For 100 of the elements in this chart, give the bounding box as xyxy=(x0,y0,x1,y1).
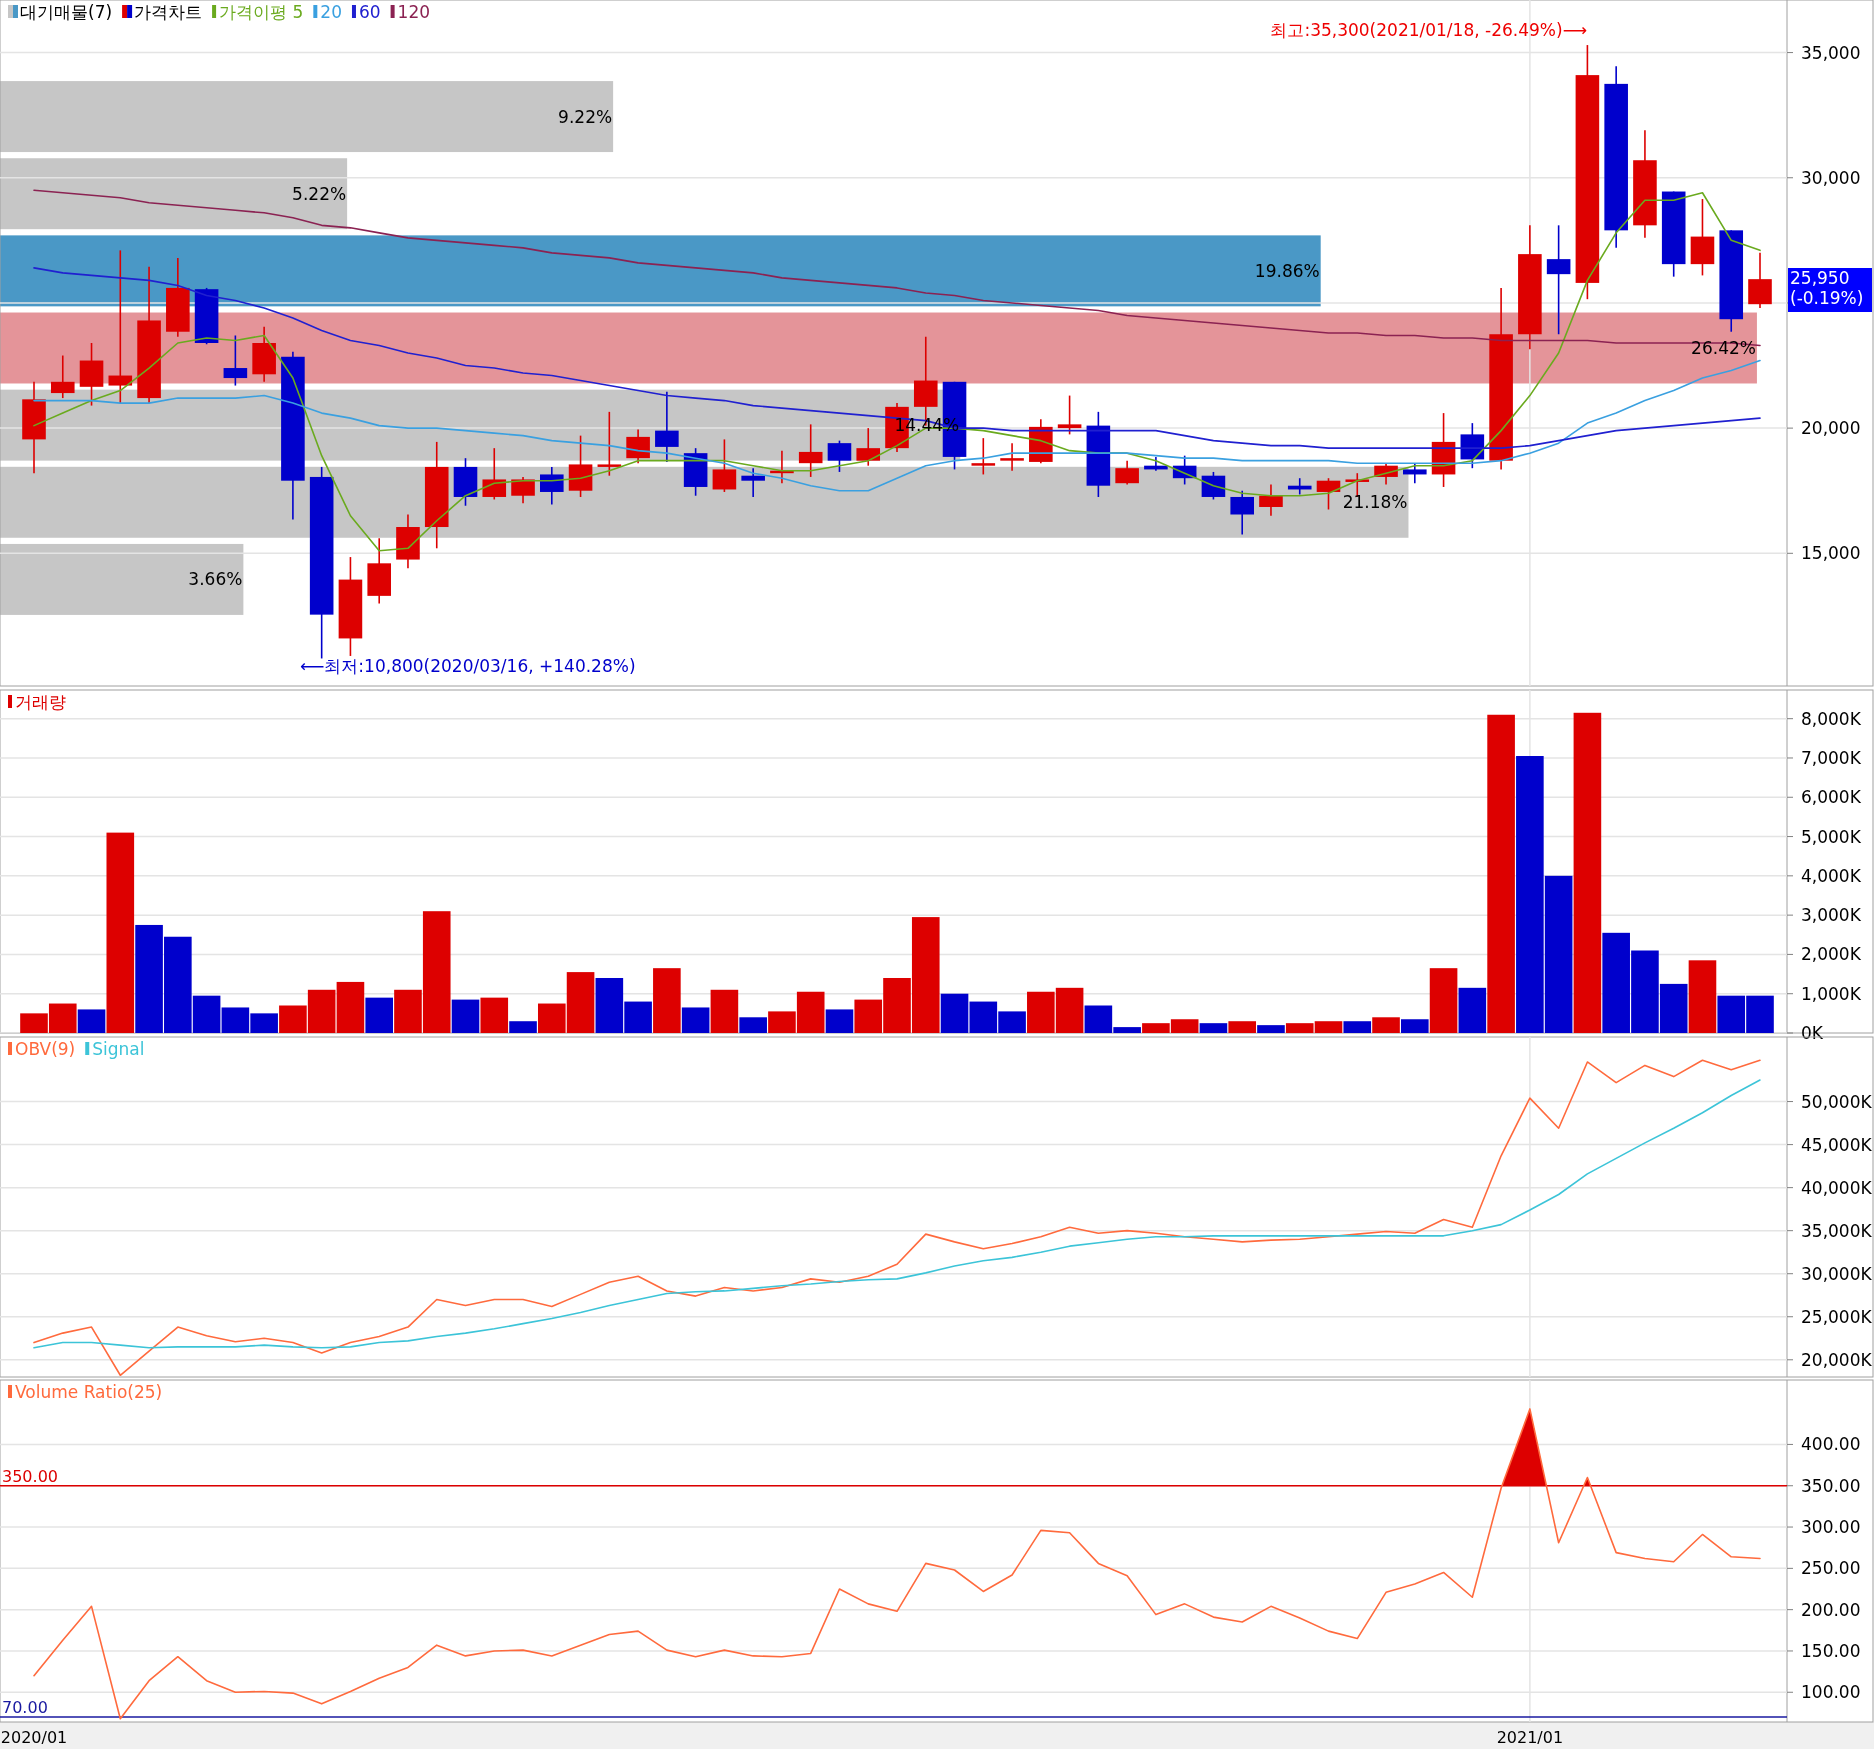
candlestick xyxy=(1230,489,1254,536)
y-tick-label: 150.00 xyxy=(1801,1640,1861,1661)
bar xyxy=(0,158,348,230)
candlestick xyxy=(108,249,133,404)
legend-label: OBV(9) xyxy=(15,1039,76,1059)
y-tick-label: 6,000K xyxy=(1801,787,1862,808)
y-tick-label: 15,000 xyxy=(1801,543,1861,564)
line-series xyxy=(33,1079,1761,1349)
bar xyxy=(106,832,135,1033)
legend-label: 대기매물(7) xyxy=(20,2,113,22)
y-tick-label: 30,000 xyxy=(1801,167,1861,188)
candlestick xyxy=(1000,442,1024,472)
legend-label: 거래량 xyxy=(15,692,66,712)
candlestick xyxy=(798,423,823,478)
bar xyxy=(653,968,681,1033)
legend-label: 가격이평 5 xyxy=(219,2,304,22)
data-label: 9.22% xyxy=(558,106,613,127)
candlestick xyxy=(482,447,507,501)
data-label: 14.44% xyxy=(894,415,960,436)
data-label: 3.66% xyxy=(188,569,243,590)
legend-label: Signal xyxy=(92,1039,145,1059)
legend-label: 가격차트 xyxy=(134,2,203,22)
candlestick xyxy=(827,439,852,473)
y-tick-label: 400.00 xyxy=(1801,1434,1861,1455)
bar xyxy=(0,81,614,153)
y-tick-label: 100.00 xyxy=(1801,1682,1861,1703)
bar xyxy=(739,1017,767,1033)
legend-label: 20 xyxy=(320,2,342,22)
ref-line-label: 70.00 xyxy=(2,1698,48,1718)
y-tick-label: 50,000K xyxy=(1801,1091,1873,1112)
bar xyxy=(1372,1017,1400,1033)
bar xyxy=(365,997,394,1033)
y-tick-label: 3,000K xyxy=(1801,905,1862,926)
bar xyxy=(1458,987,1487,1033)
candlestick xyxy=(741,467,765,498)
bar xyxy=(1228,1021,1257,1033)
y-tick-label: 30,000K xyxy=(1801,1263,1873,1284)
line-series xyxy=(33,359,1761,492)
y-tick-label: 20,000 xyxy=(1801,418,1861,439)
text: 25,950 (-0.19%) xyxy=(1790,268,1864,308)
bar xyxy=(1343,1021,1372,1033)
bar xyxy=(1400,1019,1429,1033)
ref-line-label: 350.00 xyxy=(2,1466,58,1486)
bar xyxy=(710,989,739,1033)
line-series xyxy=(33,1059,1761,1377)
candlestick xyxy=(223,334,248,387)
candlestick xyxy=(856,427,881,467)
bar xyxy=(480,997,509,1033)
y-tick-label: 35,000 xyxy=(1801,42,1861,63)
candlestick xyxy=(511,476,535,505)
legend-label: 60 xyxy=(358,2,381,22)
candlestick xyxy=(1403,462,1427,484)
bar xyxy=(1688,960,1717,1033)
bar xyxy=(336,981,365,1033)
bar xyxy=(1573,712,1602,1033)
y-tick-label: 2,000K xyxy=(1801,944,1862,965)
y-tick-label: 250.00 xyxy=(1801,1558,1861,1579)
annotation: 최고:35,300(2021/01/18, -26.49%)⟶ xyxy=(1270,20,1587,40)
y-tick-label: 20,000K xyxy=(1801,1349,1873,1370)
candlestick xyxy=(1057,394,1082,436)
y-tick-label: 200.00 xyxy=(1801,1599,1861,1620)
y-tick-label: 4,000K xyxy=(1801,865,1862,886)
y-tick-label: 300.00 xyxy=(1801,1517,1861,1538)
bar xyxy=(825,1009,854,1033)
bar xyxy=(77,1009,106,1033)
bar xyxy=(1429,968,1458,1033)
y-tick-label: 25,000K xyxy=(1801,1306,1873,1327)
data-label: 26.42% xyxy=(1691,338,1756,358)
bar xyxy=(681,1007,710,1033)
candlestick xyxy=(1259,483,1283,517)
bar xyxy=(1199,1023,1228,1033)
legend-label: 120 xyxy=(397,2,431,22)
bar xyxy=(1487,714,1515,1033)
candlestick xyxy=(655,391,679,463)
x-tick-label: 2020/01 xyxy=(0,1728,68,1747)
bar xyxy=(509,1021,537,1033)
candlestick xyxy=(712,438,737,493)
y-tick-label: 35,000K xyxy=(1801,1220,1873,1241)
candlestick xyxy=(50,354,75,399)
y-tick-label: 350.00 xyxy=(1801,1475,1861,1496)
y-tick-label: 8,000K xyxy=(1801,708,1862,729)
candlestick xyxy=(540,466,564,506)
legend-label: Volume Ratio(25) xyxy=(15,1382,163,1402)
y-tick-label: 7,000K xyxy=(1801,747,1862,768)
y-tick-label: 45,000K xyxy=(1801,1134,1873,1155)
annotation: ⟵최저:10,800(2020/03/16, +140.28%) xyxy=(300,656,636,676)
y-tick-label: 40,000K xyxy=(1801,1177,1873,1198)
candlestick xyxy=(597,411,622,477)
y-tick-label: 0K xyxy=(1801,1023,1824,1043)
data-label: 21.18% xyxy=(1342,492,1408,513)
candlestick xyxy=(971,437,996,476)
y-tick-label: 5,000K xyxy=(1801,826,1862,847)
bar xyxy=(0,543,244,615)
data-label: 19.86% xyxy=(1254,260,1320,281)
bar xyxy=(0,235,1321,307)
data-label: 5.22% xyxy=(292,183,347,204)
y-tick-label: 1,000K xyxy=(1801,983,1862,1004)
bar xyxy=(451,999,480,1033)
x-tick-label: 2021/01 xyxy=(1496,1728,1564,1747)
bar xyxy=(1257,1025,1285,1033)
